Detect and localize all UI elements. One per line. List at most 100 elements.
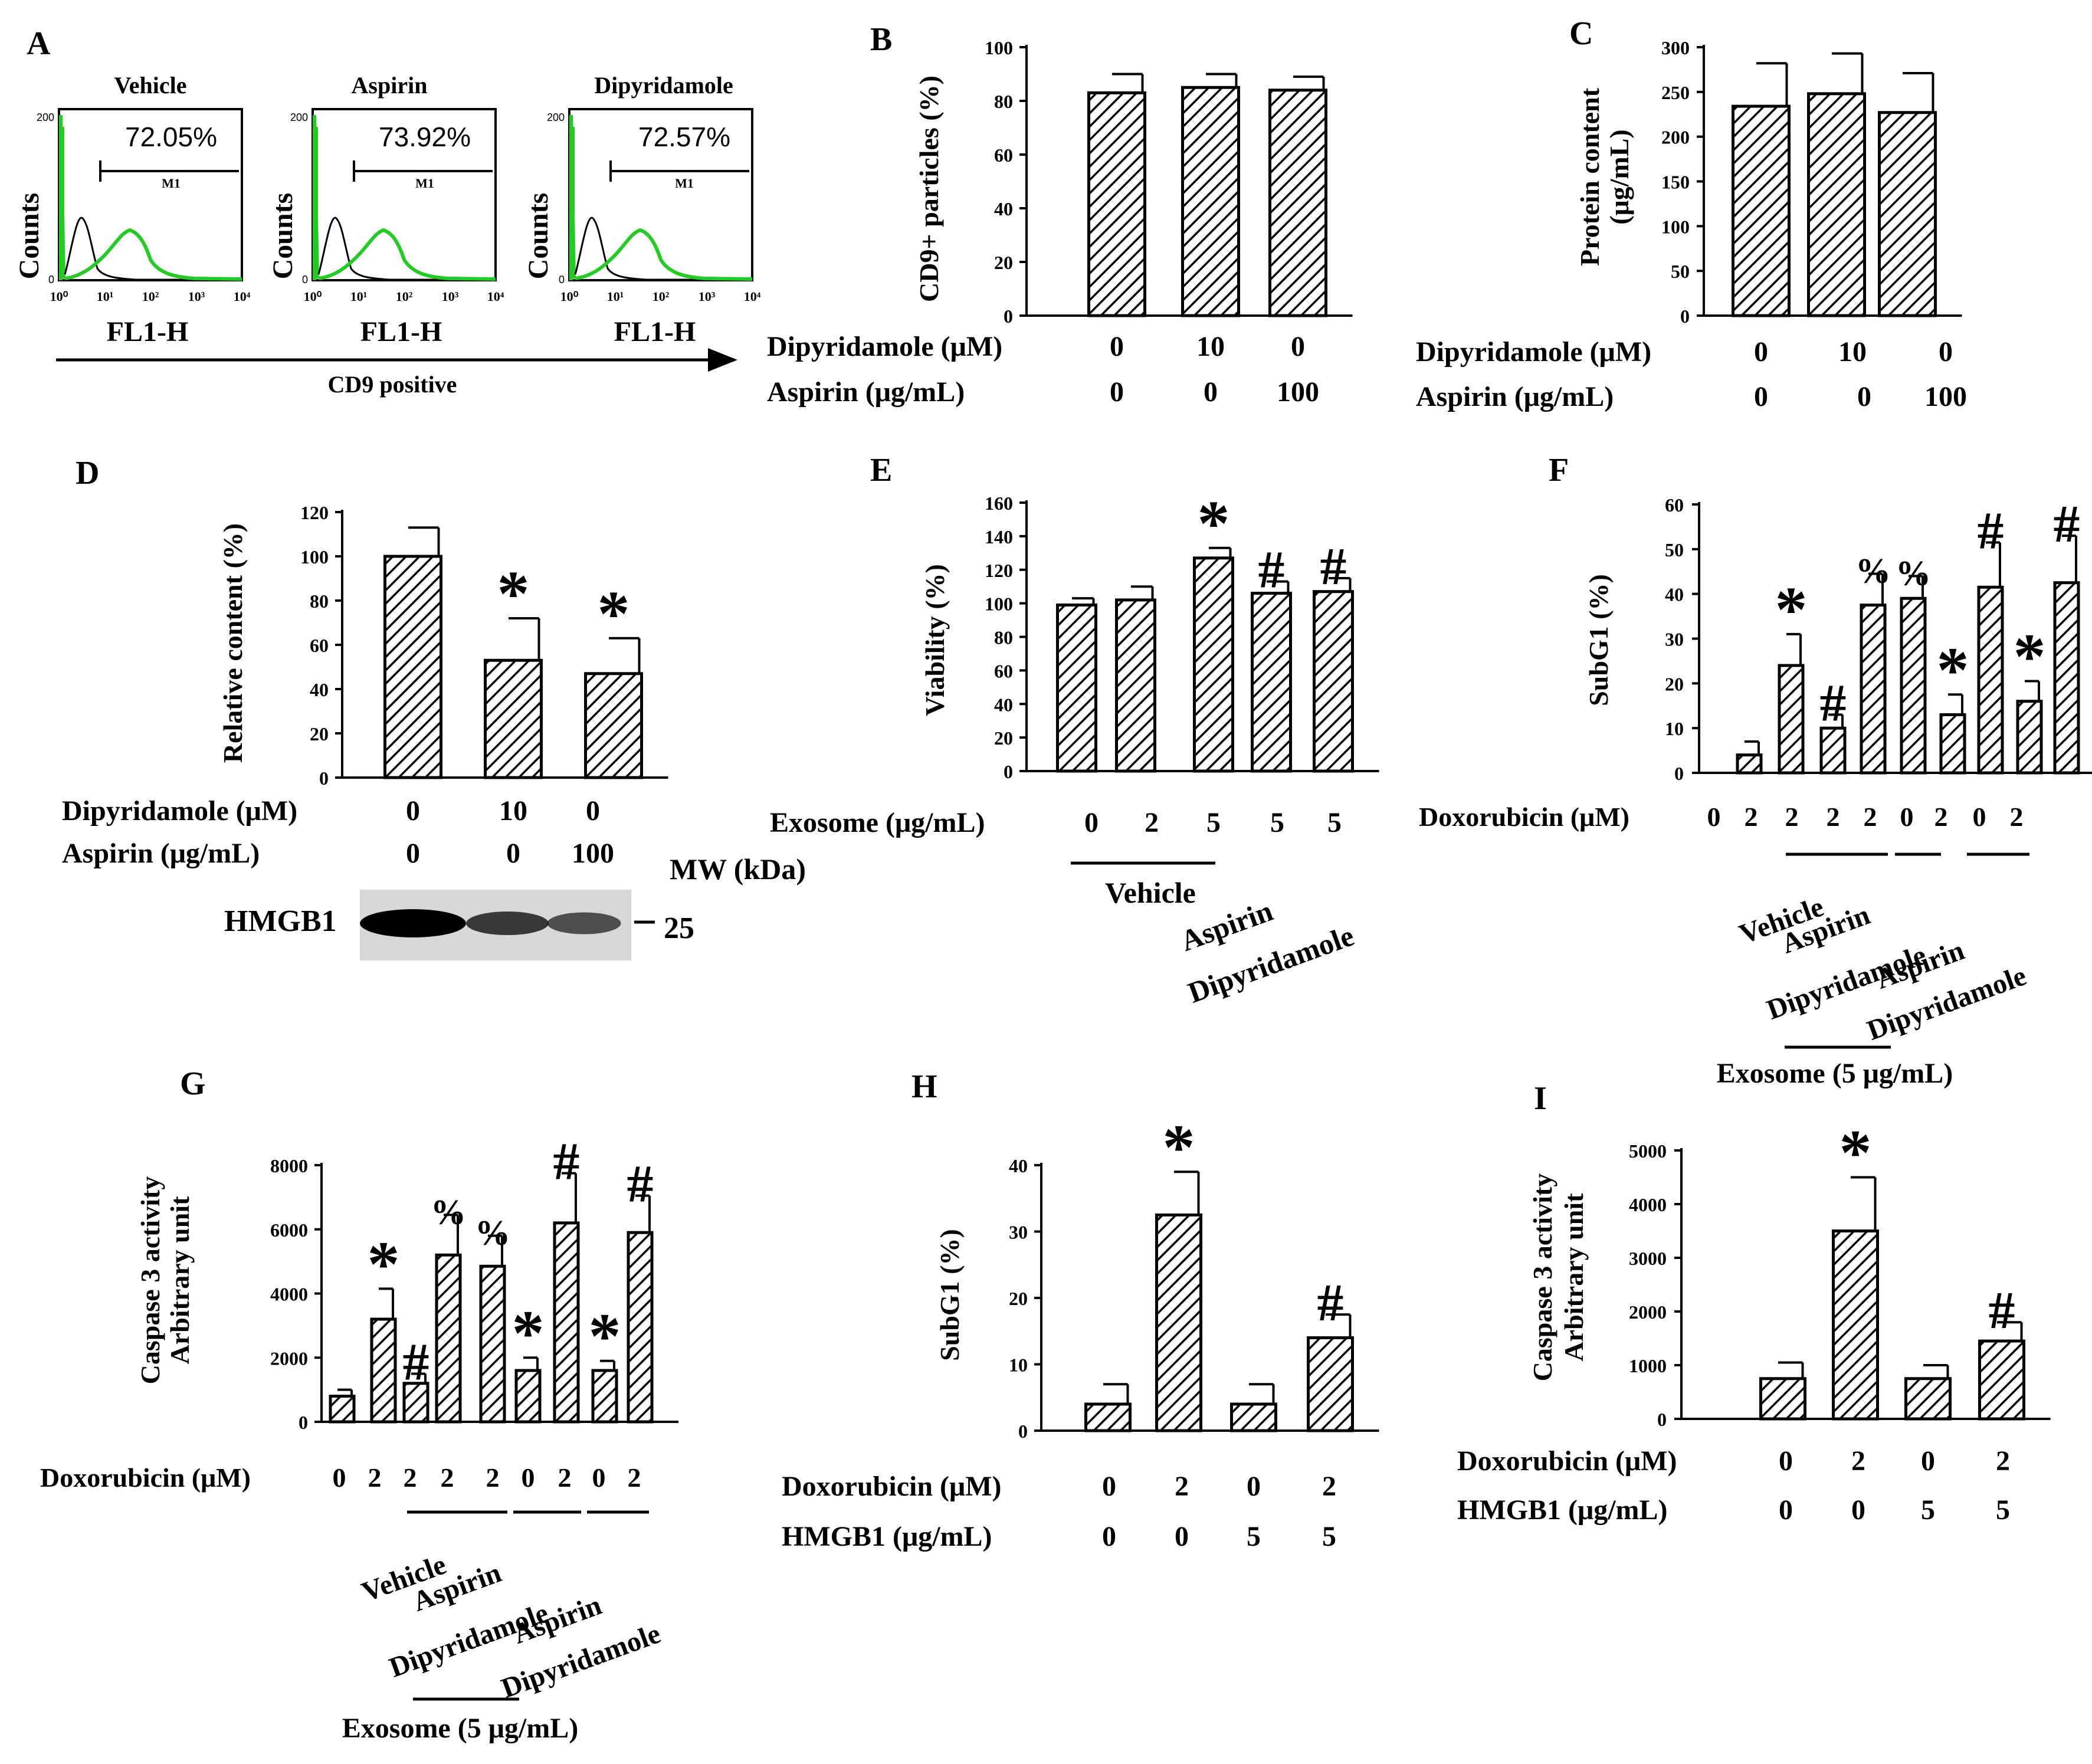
x-tick: 10¹ [607, 289, 624, 304]
bar [1904, 1377, 1952, 1421]
y-tick-label: 150 [1661, 172, 1690, 193]
mw-header: MW (kDa) [670, 853, 806, 886]
y-tick-label: 60 [994, 145, 1013, 166]
y-tick-label: 0 [1018, 1421, 1028, 1442]
significance-mark: # [1989, 1281, 2015, 1340]
condition-value: 2 [2010, 802, 2024, 832]
condition-value: 100 [1277, 376, 1319, 408]
condition-value: 0 [586, 795, 600, 827]
y-tick-label: 20 [994, 727, 1013, 749]
condition-value: 0 [1973, 802, 1986, 832]
significance-mark: * [1163, 1111, 1195, 1183]
y-tick-label: 50 [1665, 539, 1684, 560]
x-tick: 10⁴ [487, 289, 504, 304]
bar [1268, 88, 1327, 317]
y-tick-label: 100 [1661, 216, 1690, 237]
y-tick-0: 0 [302, 274, 308, 286]
condition-value: 0 [522, 1463, 535, 1493]
panel-letter-a: A [27, 25, 51, 62]
significance-mark: * [368, 1228, 400, 1300]
x-axis-label: FL1-H [107, 316, 189, 347]
significance-mark: * [1198, 487, 1230, 559]
condition-value: 5 [1996, 1494, 2010, 1526]
condition-value: 0 [1247, 1471, 1261, 1502]
y-tick-label: 2000 [1629, 1301, 1667, 1323]
y-tick-label: 60 [1665, 494, 1684, 516]
condition-value: 5 [1322, 1521, 1336, 1552]
significance-mark: * [512, 1297, 545, 1369]
condition-value: 0 [406, 795, 420, 827]
y-tick-label: 160 [985, 493, 1013, 514]
gate-percent: 73.92% [379, 122, 471, 152]
condition-value: 5 [1921, 1494, 1935, 1526]
blot-band [466, 911, 549, 935]
significance-mark: # [627, 1155, 654, 1214]
bar [1155, 1213, 1202, 1432]
condition-value: 2 [558, 1463, 572, 1493]
condition-value: 0 [1754, 381, 1768, 412]
y-tick-label: 2000 [270, 1347, 308, 1369]
significance-mark: * [1775, 573, 1808, 645]
bar [1732, 104, 1791, 317]
panel-letter-b: B [870, 21, 892, 58]
bar [1900, 596, 1927, 775]
y-axis-label: Relative content (%) [218, 523, 248, 763]
y-axis-label: Caspase 3 activity [1527, 1173, 1557, 1382]
y-tick-label: 8000 [270, 1155, 308, 1176]
y-tick-label: 0 [1004, 761, 1013, 782]
panel-letter-g: G [180, 1065, 206, 1102]
condition-value: 0 [1754, 336, 1768, 368]
significance-mark: # [403, 1333, 429, 1391]
condition-value: 0 [1939, 336, 1953, 368]
significance-mark: # [2054, 495, 2080, 553]
bar [1087, 91, 1146, 317]
bar [435, 1253, 462, 1424]
histogram-title: Dipyridamole [594, 72, 733, 99]
significance-mark: * [598, 578, 630, 650]
panel-letter-e: E [870, 452, 892, 488]
y-tick-label: 120 [300, 502, 329, 523]
x-tick: 10² [396, 289, 413, 304]
condition-value: 0 [1175, 1521, 1189, 1552]
control-histogram-curve [317, 217, 496, 281]
y-tick-label: 1000 [1629, 1355, 1667, 1376]
y-tick-label: 250 [1661, 82, 1690, 103]
significance-mark: # [1320, 537, 1347, 596]
condition-label: Dipyridamole (μM) [1416, 336, 1651, 368]
group-label: Vehicle [1105, 876, 1196, 909]
x-tick: 10⁴ [234, 289, 251, 304]
x-tick: 10⁰ [304, 289, 322, 304]
y-tick-label: 0 [1657, 1409, 1667, 1430]
condition-label: Aspirin (μg/mL) [62, 838, 260, 869]
bar [1115, 598, 1156, 773]
y-axis-label: SubG1 (%) [934, 1229, 965, 1361]
y-axis-label: Counts [14, 193, 45, 280]
panel-letter-i: I [1534, 1080, 1547, 1117]
significance-mark: % [1855, 552, 1891, 591]
y-tick-label: 200 [1661, 127, 1690, 148]
condition-value: 2 [1996, 1445, 2010, 1477]
condition-value: 5 [1327, 807, 1342, 838]
y-tick-label: 40 [1009, 1155, 1028, 1176]
y-tick-label: 0 [1674, 763, 1684, 784]
y-axis-label: Caspase 3 activity [135, 1176, 165, 1385]
y-tick-label: 20 [994, 252, 1013, 273]
panel-letter-c: C [1569, 15, 1593, 52]
panel-a: A Vehicle 72.05% M1 Counts 0 200 10⁰ 10¹… [14, 25, 761, 398]
condition-value: 0 [1779, 1494, 1793, 1526]
y-tick-0: 0 [559, 274, 565, 286]
bar [627, 1231, 654, 1424]
condition-label: Exosome (μg/mL) [770, 807, 985, 838]
condition-label: Doxorubicin (μM) [40, 1463, 251, 1493]
y-tick-label: 20 [1009, 1288, 1028, 1309]
significance-mark: * [2014, 621, 2046, 693]
condition-value: 0 [1102, 1471, 1116, 1502]
significance-mark: * [1839, 1117, 1872, 1189]
gate-label: M1 [415, 176, 434, 191]
